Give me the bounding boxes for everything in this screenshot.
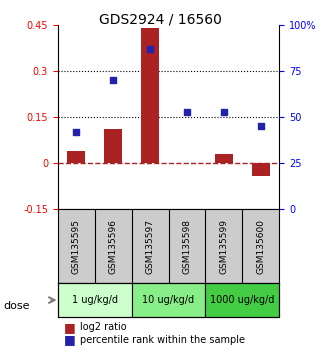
Text: GSM135600: GSM135600 (256, 219, 265, 274)
Point (258, 124, 263, 129)
Text: 1 ug/kg/d: 1 ug/kg/d (72, 295, 118, 305)
Text: GSM135595: GSM135595 (72, 219, 81, 274)
Text: GSM135599: GSM135599 (219, 219, 229, 274)
Bar (215, 154, 233, 163)
Point (221, 109, 226, 114)
Point (184, 109, 189, 114)
Text: GSM135596: GSM135596 (108, 219, 118, 274)
Bar (252, 163, 270, 176)
FancyBboxPatch shape (205, 283, 279, 317)
Text: dose: dose (3, 301, 30, 311)
Bar (141, 28, 159, 163)
Bar (67, 151, 85, 163)
FancyBboxPatch shape (132, 283, 205, 317)
Text: percentile rank within the sample: percentile rank within the sample (80, 335, 245, 345)
Text: GSM135597: GSM135597 (145, 219, 155, 274)
Text: 1000 ug/kg/d: 1000 ug/kg/d (210, 295, 274, 305)
Text: 10 ug/kg/d: 10 ug/kg/d (143, 295, 195, 305)
Text: GDS2924 / 16560: GDS2924 / 16560 (99, 12, 222, 27)
FancyBboxPatch shape (58, 283, 132, 317)
Text: log2 ratio: log2 ratio (80, 322, 127, 332)
Text: ■: ■ (64, 333, 76, 346)
Point (74, 129, 79, 135)
Text: ■: ■ (64, 321, 76, 334)
Point (110, 77, 116, 83)
Text: GSM135598: GSM135598 (182, 219, 192, 274)
Point (147, 46, 153, 52)
Bar (104, 130, 122, 163)
